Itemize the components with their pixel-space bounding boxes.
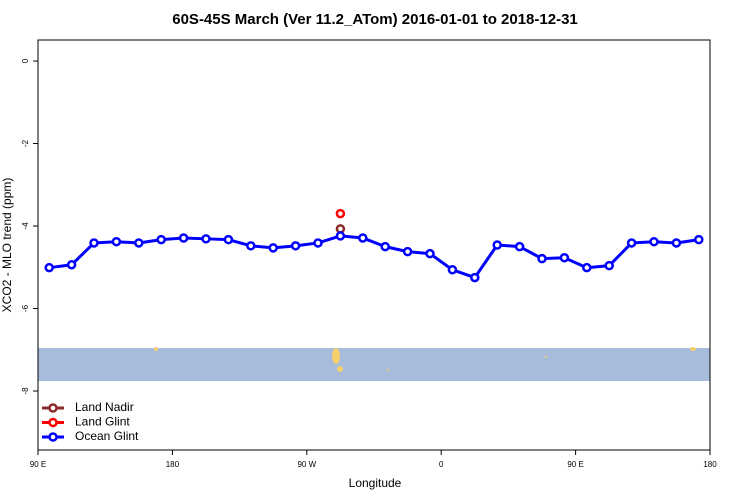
data-point xyxy=(246,241,256,251)
y-axis-label: XCO2 - MLO trend (ppm) xyxy=(0,178,14,313)
legend-label: Land Glint xyxy=(75,415,130,429)
legend-marker xyxy=(48,432,58,442)
x-tick-label: 0 xyxy=(439,460,444,469)
data-point xyxy=(111,236,122,247)
x-tick-label: 90 W xyxy=(297,460,316,469)
legend-label: Ocean Glint xyxy=(75,429,139,443)
data-point xyxy=(134,238,144,248)
y-tick-label: -4 xyxy=(21,222,30,230)
data-point xyxy=(402,246,413,257)
data-point xyxy=(290,241,301,251)
data-point xyxy=(447,264,458,275)
data-point xyxy=(156,234,166,245)
x-tick-label: 90 E xyxy=(30,460,46,469)
map-strip xyxy=(38,348,710,381)
data-point xyxy=(178,233,189,243)
data-point xyxy=(492,240,502,250)
land-specks xyxy=(154,347,696,372)
plot-frame xyxy=(37,39,711,451)
x-axis-label: Longitude xyxy=(349,476,402,490)
data-point xyxy=(514,241,525,252)
data-point xyxy=(268,243,278,253)
data-point xyxy=(380,241,390,252)
data-point xyxy=(89,238,99,248)
data-point xyxy=(582,262,592,273)
data-point xyxy=(559,253,570,263)
legend-marker xyxy=(48,403,58,413)
x-tick-label: 180 xyxy=(703,460,717,469)
data-point xyxy=(66,260,77,270)
data-point xyxy=(694,234,704,245)
y-tick-label: -6 xyxy=(21,304,30,312)
data-point xyxy=(335,231,346,241)
data-point xyxy=(223,234,234,245)
x-tick-label: 180 xyxy=(166,460,180,469)
data-point xyxy=(626,238,637,248)
y-tick-label: 0 xyxy=(21,58,30,63)
data-point xyxy=(335,208,346,219)
legend-label: Land Nadir xyxy=(75,400,134,414)
data-point xyxy=(313,238,323,248)
y-tick-label: -2 xyxy=(21,139,30,147)
data-point xyxy=(649,236,659,247)
chart-title: 60S-45S March (Ver 11.2_ATom) 2016-01-01… xyxy=(172,11,578,28)
data-point xyxy=(604,260,614,271)
data-point xyxy=(470,272,480,283)
x-tick-label: 90 E xyxy=(567,460,583,469)
data-point xyxy=(537,253,547,264)
data-point xyxy=(201,234,211,244)
data-point xyxy=(358,233,368,243)
data-point xyxy=(44,262,54,273)
data-point xyxy=(425,248,435,259)
legend-marker xyxy=(48,417,58,428)
y-tick-label: -8 xyxy=(21,387,30,395)
data-point xyxy=(671,238,682,248)
